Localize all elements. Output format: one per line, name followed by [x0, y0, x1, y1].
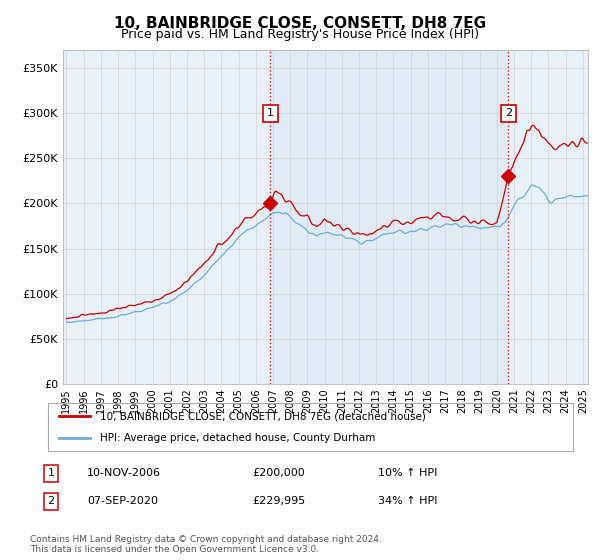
Text: £229,995: £229,995 [252, 496, 305, 506]
Text: 10% ↑ HPI: 10% ↑ HPI [378, 468, 437, 478]
Text: £200,000: £200,000 [252, 468, 305, 478]
Text: 10, BAINBRIDGE CLOSE, CONSETT, DH8 7EG: 10, BAINBRIDGE CLOSE, CONSETT, DH8 7EG [114, 16, 486, 31]
Text: 2: 2 [505, 109, 512, 118]
Text: 34% ↑ HPI: 34% ↑ HPI [378, 496, 437, 506]
Text: 1: 1 [47, 468, 55, 478]
Text: 07-SEP-2020: 07-SEP-2020 [87, 496, 158, 506]
Text: Price paid vs. HM Land Registry's House Price Index (HPI): Price paid vs. HM Land Registry's House … [121, 28, 479, 41]
Text: 10-NOV-2006: 10-NOV-2006 [87, 468, 161, 478]
Bar [271, 50, 508, 384]
Text: 2: 2 [47, 496, 55, 506]
Text: 1: 1 [267, 109, 274, 118]
Text: Contains HM Land Registry data © Crown copyright and database right 2024.
This d: Contains HM Land Registry data © Crown c… [30, 535, 382, 554]
Text: HPI: Average price, detached house, County Durham: HPI: Average price, detached house, Coun… [101, 433, 376, 443]
Text: 10, BAINBRIDGE CLOSE, CONSETT, DH8 7EG (detached house): 10, BAINBRIDGE CLOSE, CONSETT, DH8 7EG (… [101, 411, 427, 421]
